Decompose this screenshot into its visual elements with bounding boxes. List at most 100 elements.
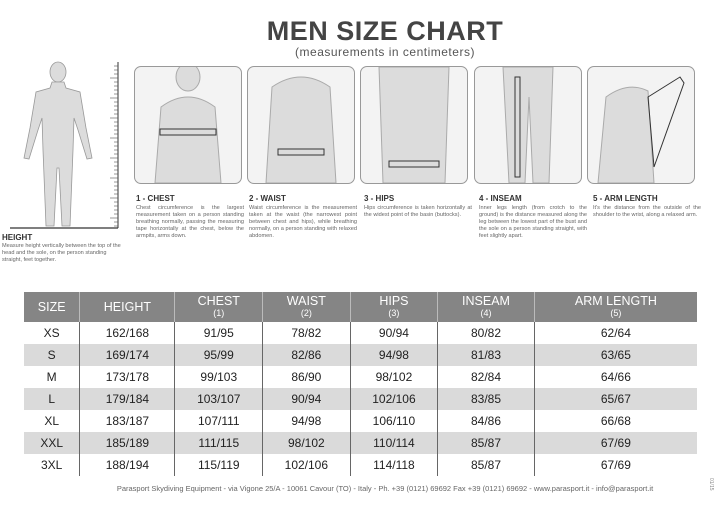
table-cell: 62/64: [533, 322, 697, 344]
table-cell: 67/69: [533, 432, 697, 454]
table-cell: 102/106: [262, 454, 351, 476]
arm-length-illustration: [587, 66, 695, 184]
table-cell: 106/110: [349, 410, 438, 432]
table-row: 3XL 188/194 115/119 102/106 114/118 85/87 67/6…: [24, 454, 697, 476]
table-cell: 63/65: [533, 344, 697, 366]
table-cell: XXL: [24, 432, 80, 454]
table-cell: 78/82: [262, 322, 351, 344]
column-header: HIPS (3): [349, 292, 438, 322]
table-cell: 99/103: [174, 366, 263, 388]
table-cell: 179/184: [79, 388, 175, 410]
arm-length-caption: 5 - ARM LENGTH It's the distance from the…: [593, 194, 701, 219]
chest-text: Chest circumference is the largest measu…: [136, 205, 244, 239]
table-cell: XL: [44, 414, 59, 428]
table-cell: 90/94: [262, 388, 351, 410]
height-heading: HEIGHT: [2, 233, 33, 242]
table-cell: 98/102: [349, 366, 438, 388]
size-table: SIZE HEIGHT CHEST (1) WAIST (2) HIPS (3) INSEAM(…: [24, 292, 697, 476]
hips-heading: 3 - HIPS: [364, 194, 395, 203]
table-cell: 64/66: [533, 366, 697, 388]
column-header-label: HEIGHT: [103, 300, 152, 314]
waist-heading: 2 - WAIST: [249, 194, 286, 203]
table-cell: S: [24, 344, 80, 366]
column-header-label: WAIST: [286, 294, 326, 308]
column-header: WAIST (2): [262, 292, 351, 322]
table-cell: 82/84: [437, 366, 535, 388]
table-cell: 183/187: [79, 410, 175, 432]
waist-text: Waist circumference is the measurement t…: [249, 205, 357, 239]
table-cell: 110/114: [349, 432, 438, 454]
page-title: MEN SIZE CHART: [266, 16, 504, 46]
table-cell: 115/119: [174, 454, 263, 476]
table-row: S 169/174 95/99 82/86 94/98 81/83 63/65: [24, 344, 697, 366]
hips-caption: 3 - HIPS Hips circumference is taken hori…: [364, 194, 472, 219]
column-header-label: ARM LENGTH: [574, 294, 657, 308]
column-header: SIZE: [24, 292, 80, 322]
table-cell: 94/98: [349, 344, 438, 366]
waist-caption: 2 - WAIST Waist circumference is the meas…: [249, 194, 357, 240]
table-cell: 173/178: [79, 366, 175, 388]
inseam-heading: 4 - INSEAM: [479, 194, 522, 203]
document-code: 01/15: [708, 478, 714, 491]
table-cell: 185/189: [79, 432, 175, 454]
table-cell: L: [24, 388, 80, 410]
table-cell: 66/68: [533, 410, 697, 432]
inseam-text: Inner legs length (from crotch to the gr…: [479, 205, 587, 239]
height-text: Measure height vertically between the to…: [2, 243, 121, 263]
table-cell: 84/86: [437, 410, 535, 432]
arm-length-heading: 5 - ARM LENGTH: [593, 194, 658, 203]
column-header-label: SIZE: [37, 300, 66, 314]
table-cell: 3XL: [40, 458, 63, 472]
inseam-illustration: [474, 66, 582, 184]
table-cell: 67/69: [533, 454, 697, 476]
full-body-figure: [10, 61, 119, 229]
table-cell: 107/111: [174, 410, 263, 432]
table-cell: 111/115: [174, 432, 263, 454]
height-caption: HEIGHT Measure height vertically between …: [2, 233, 124, 264]
table-row: L 179/184 103/107 90/94 102/106 83/85 65/67: [24, 388, 697, 410]
table-cell: 188/194: [79, 454, 175, 476]
table-cell: 82/86: [262, 344, 351, 366]
table-cell: 98/102: [262, 432, 351, 454]
table-cell: 85/87: [437, 432, 535, 454]
table-cell: 162/168: [79, 322, 175, 344]
footer-contact: Parasport Skydiving Equipment - via Vigo…: [116, 484, 654, 493]
table-header-row: SIZE HEIGHT CHEST (1) WAIST (2) HIPS (3) INSEAM(…: [24, 292, 697, 322]
table-row: XS 162/168 91/95 78/82 90/94 80/82 62/64: [24, 322, 697, 344]
hips-text: Hips circumference is taken horizontally…: [364, 205, 472, 218]
column-header-ref: (3): [388, 308, 400, 318]
table-cell: 86/90: [262, 366, 351, 388]
column-header-label: INSEAM: [462, 294, 510, 308]
table-cell: 80/82: [437, 322, 535, 344]
table-cell: 94/98: [262, 410, 351, 432]
table-cell: M: [46, 370, 57, 384]
column-header-label: CHEST: [197, 294, 240, 308]
waist-illustration: [247, 66, 355, 184]
table-cell: XS: [43, 326, 60, 340]
table-row: XXL 185/189 111/115 98/102 110/114 85/87 67/69: [24, 432, 697, 454]
column-header-ref: (4): [480, 308, 492, 318]
table-cell: 103/107: [174, 388, 263, 410]
page-subtitle: (measurements in centimeters): [295, 45, 475, 59]
column-header: ARM LENGTH (5): [533, 292, 697, 322]
column-header-label: HIPS: [379, 294, 409, 308]
inseam-caption: 4 - INSEAM Inner legs length (from crotch…: [479, 194, 587, 240]
column-header-ref: (1): [213, 308, 225, 318]
chest-heading: 1 - CHEST: [136, 194, 175, 203]
column-header-ref: (2): [300, 308, 312, 318]
table-cell: 114/118: [349, 454, 438, 476]
hips-illustration: [360, 66, 468, 184]
table-row: M 173/178 99/103 86/90 98/102 82/84 64/66: [24, 366, 697, 388]
table-cell: 95/99: [174, 344, 263, 366]
table-cell: 169/174: [79, 344, 175, 366]
table-cell: 83/85: [437, 388, 535, 410]
table-cell: 65/67: [533, 388, 697, 410]
arm-length-text: It's the distance from the outside of th…: [593, 205, 701, 218]
table-cell: 102/106: [349, 388, 438, 410]
column-header: INSEAM (4): [437, 292, 535, 322]
table-cell: 81/83: [437, 344, 535, 366]
table-row: XL 183/187 107/111 94/98 106/110 84/86 66/68: [24, 410, 697, 432]
table-cell: 91/95: [174, 322, 263, 344]
chest-illustration: [134, 66, 242, 184]
table-cell: 90/94: [349, 322, 438, 344]
